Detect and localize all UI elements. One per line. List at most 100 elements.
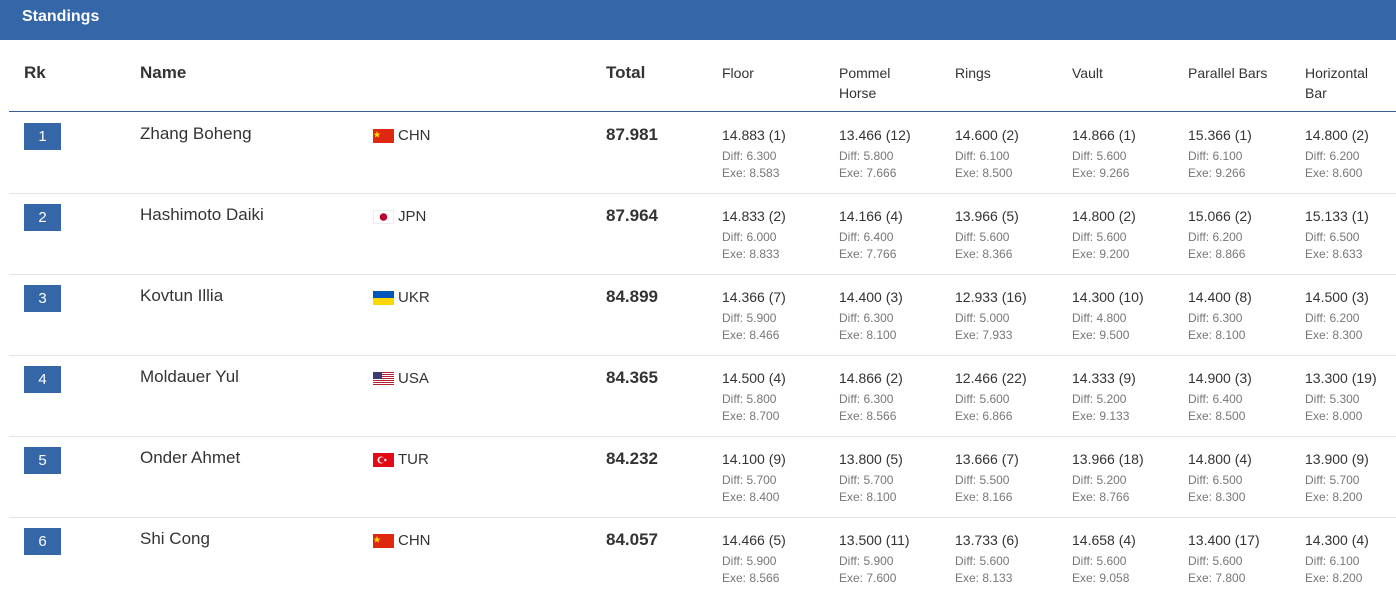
execution-score: Exe: 8.866: [1188, 247, 1246, 261]
apparatus-score: 15.066 (2): [1188, 208, 1252, 224]
execution-score: Exe: 8.600: [1305, 166, 1363, 180]
apparatus-score: 12.933 (16): [955, 289, 1027, 305]
difficulty-score: Diff: 5.700: [839, 473, 894, 487]
apparatus-score: 14.800 (4): [1188, 451, 1252, 467]
difficulty-score: Diff: 6.500: [1188, 473, 1243, 487]
execution-score: Exe: 9.058: [1072, 571, 1130, 585]
execution-score: Exe: 8.466: [722, 328, 780, 342]
apparatus-score: 15.366 (1): [1188, 127, 1252, 143]
row-divider: [9, 436, 1396, 437]
apparatus-score: 14.300 (4): [1305, 532, 1369, 548]
difficulty-score: Diff: 5.000: [955, 311, 1010, 325]
execution-score: Exe: 8.500: [1188, 409, 1246, 423]
apparatus-score: 13.500 (11): [839, 532, 910, 548]
athlete-name: Kovtun Illia: [140, 286, 224, 305]
country-flag: [373, 129, 394, 143]
difficulty-score: Diff: 6.300: [722, 149, 777, 163]
apparatus-score: 14.883 (1): [722, 127, 786, 143]
difficulty-score: Diff: 5.700: [722, 473, 777, 487]
execution-score: Exe: 7.800: [1188, 571, 1246, 585]
difficulty-score: Diff: 6.300: [839, 392, 894, 406]
execution-score: Exe: 8.100: [839, 328, 897, 342]
difficulty-score: Diff: 5.300: [1305, 392, 1360, 406]
total-score: 87.964: [606, 206, 658, 225]
difficulty-score: Diff: 4.800: [1072, 311, 1127, 325]
apparatus-score: 14.166 (4): [839, 208, 903, 224]
athlete-name: Shi Cong: [140, 529, 210, 548]
column-header: Pommel Horse: [839, 65, 891, 101]
column-header: Rings: [955, 65, 991, 81]
country-flag: [372, 209, 395, 225]
execution-score: Exe: 9.200: [1072, 247, 1130, 261]
apparatus-score: 15.133 (1): [1305, 208, 1369, 224]
rank-badge: 3: [24, 285, 61, 312]
difficulty-score: Diff: 5.500: [955, 473, 1010, 487]
execution-score: Exe: 8.833: [722, 247, 780, 261]
rank-badge: 1: [24, 123, 61, 150]
athlete-name: Onder Ahmet: [140, 448, 241, 467]
execution-score: Exe: 9.266: [1072, 166, 1130, 180]
execution-score: Exe: 8.200: [1305, 571, 1363, 585]
execution-score: Exe: 7.600: [839, 571, 897, 585]
execution-score: Exe: 8.500: [955, 166, 1013, 180]
difficulty-score: Diff: 5.800: [839, 149, 894, 163]
total-score: 87.981: [606, 125, 658, 144]
difficulty-score: Diff: 6.200: [1305, 311, 1360, 325]
apparatus-score: 13.400 (17): [1188, 532, 1260, 548]
difficulty-score: Diff: 5.700: [1305, 473, 1360, 487]
apparatus-score: 13.300 (19): [1305, 370, 1377, 386]
apparatus-score: 14.466 (5): [722, 532, 786, 548]
column-header: Name: [140, 63, 187, 82]
execution-score: Exe: 8.100: [1188, 328, 1246, 342]
execution-score: Exe: 8.300: [1188, 490, 1246, 504]
apparatus-score: 14.866 (1): [1072, 127, 1136, 143]
apparatus-score: 14.366 (7): [722, 289, 786, 305]
execution-score: Exe: 8.583: [722, 166, 780, 180]
difficulty-score: Diff: 5.900: [722, 554, 777, 568]
header-bar: [0, 0, 1396, 40]
rank-badge: 2: [24, 204, 61, 231]
rank-badge: 6: [24, 528, 61, 555]
apparatus-score: 14.900 (3): [1188, 370, 1252, 386]
country-flag: [373, 372, 394, 386]
country-code: UKR: [398, 289, 430, 306]
row-divider: [9, 274, 1396, 275]
apparatus-score: 14.400 (3): [839, 289, 903, 305]
apparatus-score: 14.833 (2): [722, 208, 786, 224]
header-divider: [9, 111, 1396, 112]
country-flag: [373, 534, 394, 548]
execution-score: Exe: 8.400: [722, 490, 780, 504]
execution-score: Exe: 9.500: [1072, 328, 1130, 342]
execution-score: Exe: 9.133: [1072, 409, 1130, 423]
apparatus-score: 14.500 (3): [1305, 289, 1369, 305]
difficulty-score: Diff: 6.100: [955, 149, 1010, 163]
execution-score: Exe: 8.566: [839, 409, 897, 423]
execution-score: Exe: 6.866: [955, 409, 1013, 423]
execution-score: Exe: 8.566: [722, 571, 780, 585]
difficulty-score: Diff: 6.300: [839, 311, 894, 325]
difficulty-score: Diff: 6.100: [1305, 554, 1360, 568]
difficulty-score: Diff: 5.200: [1072, 392, 1127, 406]
apparatus-score: 13.800 (5): [839, 451, 903, 467]
apparatus-score: 13.900 (9): [1305, 451, 1369, 467]
total-score: 84.232: [606, 449, 658, 468]
execution-score: Exe: 8.133: [955, 571, 1013, 585]
country-flag: [373, 453, 394, 467]
execution-score: Exe: 8.766: [1072, 490, 1130, 504]
difficulty-score: Diff: 5.600: [1072, 149, 1127, 163]
country-code: TUR: [398, 451, 429, 468]
difficulty-score: Diff: 5.600: [1072, 230, 1127, 244]
execution-score: Exe: 7.933: [955, 328, 1013, 342]
apparatus-score: 12.466 (22): [955, 370, 1027, 386]
total-score: 84.057: [606, 530, 658, 549]
execution-score: Exe: 8.166: [955, 490, 1013, 504]
header-title: Standings: [22, 8, 100, 25]
difficulty-score: Diff: 5.600: [955, 554, 1010, 568]
apparatus-score: 14.400 (8): [1188, 289, 1252, 305]
total-score: 84.365: [606, 368, 658, 387]
row-divider: [9, 517, 1396, 518]
difficulty-score: Diff: 5.600: [955, 230, 1010, 244]
apparatus-score: 14.333 (9): [1072, 370, 1136, 386]
difficulty-score: Diff: 6.200: [1188, 230, 1243, 244]
